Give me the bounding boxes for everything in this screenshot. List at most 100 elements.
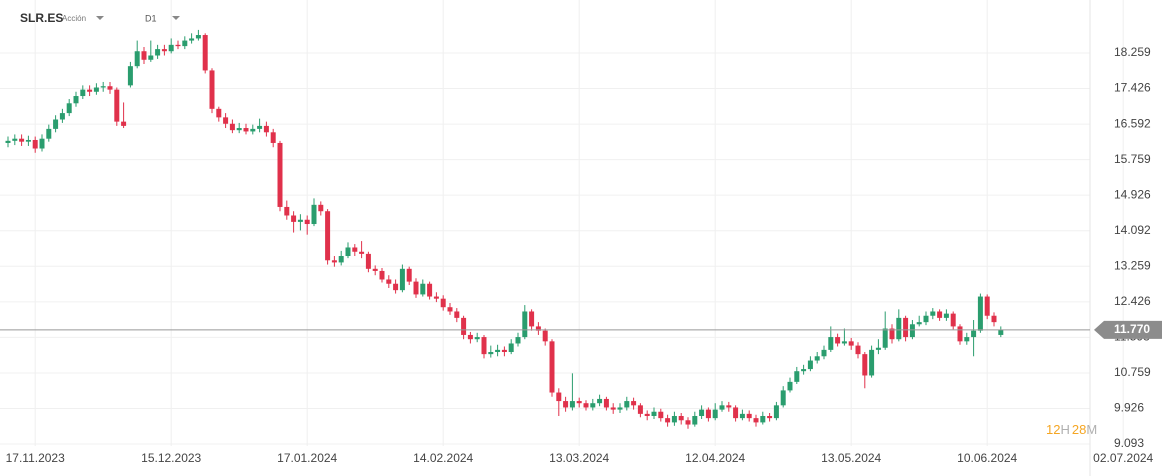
candle-body	[930, 311, 936, 316]
candle-body	[869, 349, 875, 376]
candle-body	[345, 247, 351, 257]
candle-body	[705, 409, 711, 419]
candle-body	[5, 140, 11, 143]
y-tick-label: 14.926	[1114, 187, 1151, 201]
candle-body	[195, 35, 201, 39]
timeframe[interactable]: D1	[145, 13, 157, 23]
candle-body	[80, 89, 86, 97]
y-tick-label: 9.926	[1114, 401, 1144, 415]
candle-body	[291, 215, 297, 222]
candle-body	[413, 281, 419, 295]
x-tick-label: 17.01.2024	[277, 451, 337, 465]
candle-body	[121, 121, 127, 126]
x-tick-label: 10.06.2024	[957, 451, 1017, 465]
candle-body	[427, 283, 433, 297]
x-tick-label: 13.05.2024	[821, 451, 881, 465]
candle-body	[270, 132, 276, 143]
candle-body	[229, 123, 235, 131]
candle-body	[155, 49, 161, 56]
candle-body	[372, 268, 378, 271]
candle-body	[134, 51, 140, 67]
candle-body	[243, 128, 249, 132]
candle-body	[32, 139, 38, 149]
candle-body	[801, 369, 807, 372]
candle-body	[563, 401, 569, 408]
timeframe-dropdown[interactable]	[172, 16, 180, 20]
y-tick-label: 16.592	[1114, 116, 1151, 130]
candle-body	[12, 138, 18, 141]
candle-body	[678, 415, 684, 421]
candle-body	[359, 251, 365, 254]
candle-body	[331, 260, 337, 263]
candle-body	[488, 352, 494, 355]
candle-body	[556, 392, 562, 402]
candle-body	[617, 407, 623, 410]
candle-body	[583, 403, 589, 408]
countdown-minutes: 28	[1072, 422, 1086, 437]
candle-body	[433, 296, 439, 299]
candle-body	[59, 113, 65, 120]
candle-body	[767, 415, 773, 419]
candle-body	[610, 407, 616, 410]
candle-body	[712, 409, 718, 419]
candle-body	[590, 403, 596, 408]
candle-body	[937, 311, 943, 318]
y-tick-label: 14.092	[1114, 223, 1151, 237]
candle-body	[263, 125, 269, 133]
candle-body	[916, 322, 922, 325]
candle-body	[603, 398, 609, 408]
candle-body	[828, 337, 834, 350]
candle-body	[991, 315, 997, 323]
candle-body	[461, 317, 467, 335]
symbol-dropdown[interactable]	[96, 16, 104, 20]
candle-body	[651, 411, 657, 416]
x-tick-label: 02.07.2024	[1093, 451, 1153, 465]
candle-body	[950, 313, 956, 327]
candle-body	[66, 103, 72, 114]
candle-body	[529, 311, 535, 327]
candle-body	[420, 283, 426, 295]
candle-body	[773, 405, 779, 419]
candle-body	[189, 38, 195, 41]
candle-body	[882, 328, 888, 348]
last-price-label: 11.770	[1114, 322, 1150, 336]
candle-body	[168, 44, 174, 52]
candle-body	[87, 89, 93, 92]
candle-body	[501, 349, 507, 353]
candle-body	[821, 349, 827, 357]
candle-body	[508, 343, 514, 353]
candle-body	[889, 328, 895, 340]
candle-body	[841, 341, 847, 344]
candle-body	[39, 138, 45, 149]
candle-body	[406, 268, 412, 282]
candle-body	[535, 326, 541, 331]
symbol[interactable]: SLR.ES	[20, 11, 63, 25]
candle-body	[297, 219, 303, 222]
last-price-tag	[1094, 320, 1162, 339]
candle-body	[998, 329, 1004, 335]
candle-body	[447, 307, 453, 312]
candle-body	[141, 51, 147, 60]
candle-body	[161, 49, 167, 52]
candle-body	[909, 324, 915, 338]
candle-body	[685, 420, 691, 425]
candle-body	[719, 405, 725, 410]
candle-body	[522, 311, 528, 338]
x-tick-label: 13.03.2024	[549, 451, 609, 465]
candle-body	[311, 204, 317, 225]
candle-body	[73, 96, 79, 104]
candle-body	[671, 415, 677, 423]
candle-body	[658, 411, 664, 419]
candle-body	[481, 337, 487, 355]
candle-body	[257, 125, 263, 129]
candle-body	[365, 253, 371, 269]
candle-body	[209, 70, 215, 109]
candle-body	[175, 44, 181, 47]
x-tick-label: 14.02.2024	[413, 451, 473, 465]
candle-body	[875, 347, 881, 350]
candles	[5, 29, 1004, 429]
candle-body	[760, 415, 766, 423]
candle-body	[597, 398, 603, 404]
candle-body	[807, 360, 813, 370]
candle-body	[644, 413, 650, 416]
